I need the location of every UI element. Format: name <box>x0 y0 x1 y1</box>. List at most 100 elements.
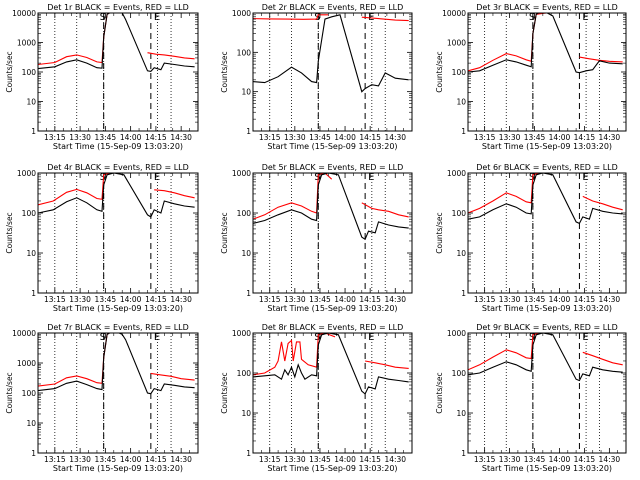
x-tick-label: 13:30 <box>499 295 521 304</box>
x-tick-label: 13:15 <box>44 133 66 142</box>
x-tick-label: 14:30 <box>170 455 192 464</box>
x-tick-label: 14:30 <box>384 133 406 142</box>
y-tick-label: 1 <box>461 289 466 298</box>
y-tick-label: 10000 <box>12 9 36 18</box>
x-tick-label: 14:15 <box>145 133 167 142</box>
y-tick-label: 10 <box>456 249 466 258</box>
start-marker: S <box>529 332 535 343</box>
end-marker: E <box>368 332 374 343</box>
y-tick-label: 10 <box>241 409 251 418</box>
x-tick-label: 13:30 <box>69 133 91 142</box>
x-tick-label: 13:45 <box>309 295 331 304</box>
x-tick-label: 14:15 <box>574 295 596 304</box>
end-marker: E <box>154 332 160 343</box>
plot-frame <box>467 172 627 294</box>
x-tick-label: 13:15 <box>44 295 66 304</box>
x-tick-label: 14:15 <box>574 133 596 142</box>
start-marker: S <box>314 332 320 343</box>
x-tick-label: 14:15 <box>145 455 167 464</box>
y-tick-label: 1000 <box>17 169 36 178</box>
y-tick-label: 1 <box>246 449 251 458</box>
events-series-line <box>253 14 409 93</box>
x-tick-label: 14:30 <box>170 133 192 142</box>
y-tick-label: 1000 <box>17 39 36 48</box>
x-tick-label: 13:15 <box>259 295 281 304</box>
lld-series-line <box>582 351 623 366</box>
y-axis-label: Counts/sec <box>5 372 14 413</box>
x-tick-label: 13:45 <box>309 455 331 464</box>
lld-series-line <box>147 52 195 60</box>
y-axis-label: Counts/sec <box>220 51 229 92</box>
x-tick-label: 13:15 <box>474 455 496 464</box>
x-tick-label: 13:15 <box>259 455 281 464</box>
start-marker: S <box>529 12 535 23</box>
lld-series-line <box>253 14 329 20</box>
y-tick-label: 1000 <box>232 329 251 338</box>
x-tick-label: 14:15 <box>359 133 381 142</box>
chart-title: Det 3r BLACK = Events, RED = LLD <box>476 3 618 12</box>
x-tick-label: 13:30 <box>69 295 91 304</box>
x-tick-label: 13:45 <box>524 295 546 304</box>
y-axis-label: Counts/sec <box>220 372 229 413</box>
end-marker: E <box>582 12 588 23</box>
x-axis-label: Start Time (15-Sep-09 13:03:20) <box>482 142 612 151</box>
start-marker: S <box>100 12 106 23</box>
x-tick-label: 13:45 <box>524 455 546 464</box>
y-tick-label: 1 <box>461 127 466 136</box>
events-series-line <box>253 173 409 241</box>
x-axis-label: Start Time (15-Sep-09 13:03:20) <box>53 464 183 473</box>
x-tick-label: 13:30 <box>69 455 91 464</box>
y-tick-label: 1 <box>461 449 466 458</box>
x-axis-label: Start Time (15-Sep-09 13:03:20) <box>267 142 397 151</box>
chart-title: Det 9r BLACK = Events, RED = LLD <box>476 323 618 332</box>
chart-title: Det 7r BLACK = Events, RED = LLD <box>47 323 189 332</box>
y-tick-label: 10000 <box>12 329 36 338</box>
x-tick-label: 14:00 <box>334 455 356 464</box>
x-tick-label: 13:45 <box>95 455 117 464</box>
events-series-line <box>468 13 623 74</box>
y-tick-label: 10 <box>456 409 466 418</box>
end-marker: E <box>154 12 160 23</box>
x-tick-label: 14:15 <box>359 455 381 464</box>
x-tick-label: 14:15 <box>574 455 596 464</box>
start-marker: S <box>100 172 106 183</box>
x-tick-label: 14:00 <box>334 295 356 304</box>
y-tick-label: 100 <box>22 389 37 398</box>
y-tick-label: 100 <box>452 68 467 77</box>
lld-series-line <box>253 173 333 220</box>
y-tick-label: 100 <box>237 48 252 57</box>
lld-series-line <box>468 173 553 214</box>
y-tick-label: 10 <box>456 98 466 107</box>
lld-series-line <box>253 333 336 376</box>
x-tick-label: 13:30 <box>499 133 521 142</box>
x-tick-label: 13:15 <box>259 133 281 142</box>
plot-frame <box>37 172 199 294</box>
x-tick-label: 14:30 <box>170 295 192 304</box>
x-tick-label: 14:15 <box>145 295 167 304</box>
x-tick-label: 13:45 <box>95 295 117 304</box>
lld-series-line <box>38 13 123 66</box>
events-series-line <box>38 333 195 395</box>
chart-title: Det 6r BLACK = Events, RED = LLD <box>476 163 618 172</box>
y-tick-label: 10000 <box>442 9 466 18</box>
events-series-line <box>253 333 409 395</box>
x-tick-label: 14:00 <box>334 133 356 142</box>
x-tick-label: 13:15 <box>474 133 496 142</box>
y-tick-label: 10 <box>26 249 36 258</box>
x-tick-label: 14:30 <box>599 455 621 464</box>
y-tick-label: 1 <box>31 127 36 136</box>
y-tick-label: 100 <box>237 209 252 218</box>
end-marker: E <box>154 172 160 183</box>
plot-frame <box>252 12 413 132</box>
x-tick-label: 14:30 <box>599 133 621 142</box>
plot-frame <box>37 12 199 132</box>
y-axis-label: Counts/sec <box>5 51 14 92</box>
y-axis-label: Counts/sec <box>435 212 444 253</box>
y-tick-label: 1000 <box>232 169 251 178</box>
y-tick-label: 1 <box>246 127 251 136</box>
